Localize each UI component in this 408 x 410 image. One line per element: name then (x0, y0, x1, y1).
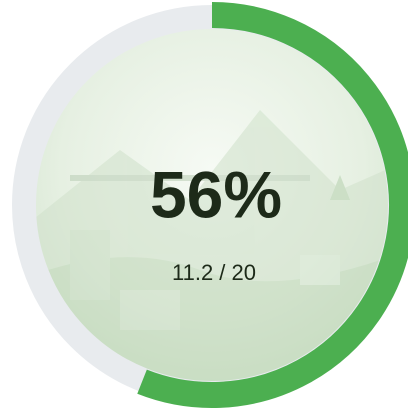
percent-label: 56% (150, 157, 282, 231)
progress-ring: 56% 11.2 / 20 (0, 0, 408, 410)
page: 56% 11.2 / 20 (() => { const data = JSON… (0, 0, 408, 410)
progress-detail: 11.2 / 20 (172, 260, 256, 285)
